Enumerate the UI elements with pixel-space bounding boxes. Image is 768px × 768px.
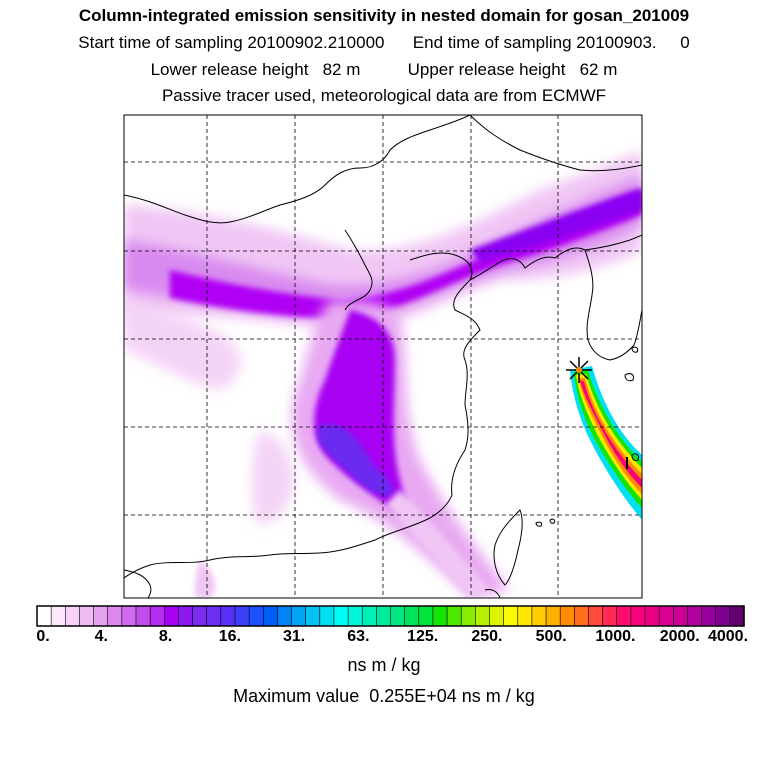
colorbar-segment xyxy=(687,605,703,627)
plume-northwest-mid xyxy=(124,175,642,320)
colorbar-tick-label: 125. xyxy=(407,628,439,645)
colorbar-outline xyxy=(36,605,745,627)
colorbar-segment xyxy=(376,605,392,627)
colorbar-tick-label: 31. xyxy=(282,628,306,645)
colorbar-segment xyxy=(503,605,519,627)
colorbar xyxy=(36,605,745,627)
sensitivity-field xyxy=(124,115,642,598)
colorbar-tick-label: 1000. xyxy=(595,628,636,645)
colorbar-segment xyxy=(50,605,66,627)
colorbar-units: ns m / kg xyxy=(347,655,421,675)
colorbar-tick-label: 250. xyxy=(471,628,503,645)
colorbar-segment xyxy=(121,605,137,627)
lat-lon-grid xyxy=(124,115,642,598)
colorbar-segment xyxy=(262,605,278,627)
colorbar-tick-label: 2000. xyxy=(659,628,700,645)
colorbar-segment xyxy=(36,605,52,627)
colorbar-segment xyxy=(545,605,561,627)
colorbar-segment xyxy=(715,605,731,627)
receptor-swath-core xyxy=(580,380,642,488)
sampling-time-line: Start time of sampling 20100902.210000 E… xyxy=(78,33,690,52)
colorbar-segment xyxy=(234,605,250,627)
colorbar-segment xyxy=(559,605,575,627)
colorbar-segment xyxy=(206,605,222,627)
colorbar-segment xyxy=(64,605,81,627)
colorbar-segment xyxy=(79,605,95,627)
map-frame xyxy=(123,114,643,599)
colorbar-segment xyxy=(729,605,745,627)
colorbar-segment xyxy=(588,605,604,627)
colorbar-tick-label: 8. xyxy=(158,628,173,645)
colorbar-segment xyxy=(93,605,109,627)
plume-south-blue xyxy=(317,424,393,496)
receptor-star-marker xyxy=(566,357,592,383)
colorbar-segment xyxy=(390,605,406,627)
colorbar-segment xyxy=(277,605,293,627)
plume-west-patch xyxy=(124,300,241,390)
colorbar-segment xyxy=(701,605,717,627)
plume-southeast-tail xyxy=(385,490,490,598)
colorbar-segment xyxy=(107,605,123,627)
colorbar-tick-label: 4000. xyxy=(707,628,749,645)
maximum-value-text: Maximum value 0.255E+04 ns m / kg xyxy=(233,686,535,706)
colorbar-tick-label: 4. xyxy=(94,628,108,645)
colorbar-segment xyxy=(135,605,151,627)
colorbar-segment xyxy=(446,605,462,627)
colorbar-segment xyxy=(333,605,349,627)
colorbar-segment xyxy=(178,605,194,627)
colorbar-segment xyxy=(460,605,476,627)
colorbar-tick-label: 0. xyxy=(36,628,50,645)
colorbar-segment xyxy=(248,605,264,627)
map-title: Column-integrated emission sensitivity i… xyxy=(78,6,690,25)
colorbar-segment xyxy=(630,605,646,627)
colorbar-segment xyxy=(347,605,363,627)
plume-south-edge-patch xyxy=(195,560,216,598)
colorbar-segment xyxy=(616,605,632,627)
colorbar-tick-label: 63. xyxy=(347,628,370,645)
colorbar-segment xyxy=(644,605,660,627)
tracer-info-line: Passive tracer used, meteorological data… xyxy=(161,86,607,105)
colorbar-tick-label: 500. xyxy=(535,628,567,645)
colorbar-segment xyxy=(602,605,618,627)
colorbar-segment xyxy=(517,605,533,627)
colorbar-segment xyxy=(432,605,448,627)
plume-core xyxy=(170,190,642,318)
colorbar-segment xyxy=(574,605,590,627)
colorbar-segment xyxy=(361,605,377,627)
colorbar-segment xyxy=(192,605,208,627)
colorbar-segment xyxy=(475,605,491,627)
colorbar-segment xyxy=(672,605,689,627)
colorbar-tick-label: 16. xyxy=(218,628,241,645)
colorbar-segment xyxy=(531,605,547,627)
colorbar-segment xyxy=(291,605,307,627)
colorbar-segment xyxy=(305,605,321,627)
coastlines xyxy=(124,115,642,598)
colorbar-segment xyxy=(149,605,165,627)
colorbar-segment xyxy=(220,605,236,627)
colorbar-segment xyxy=(163,605,179,627)
plume-core-dark xyxy=(470,188,642,262)
colorbar-segment xyxy=(319,605,335,627)
colorbar-segment xyxy=(404,605,420,627)
release-height-line: Lower release height 82 m Upper release … xyxy=(150,60,618,79)
plume-southwest-patch xyxy=(251,430,294,524)
colorbar-segment xyxy=(658,605,674,627)
colorbar-segment xyxy=(418,605,434,627)
colorbar-segment xyxy=(489,605,505,627)
